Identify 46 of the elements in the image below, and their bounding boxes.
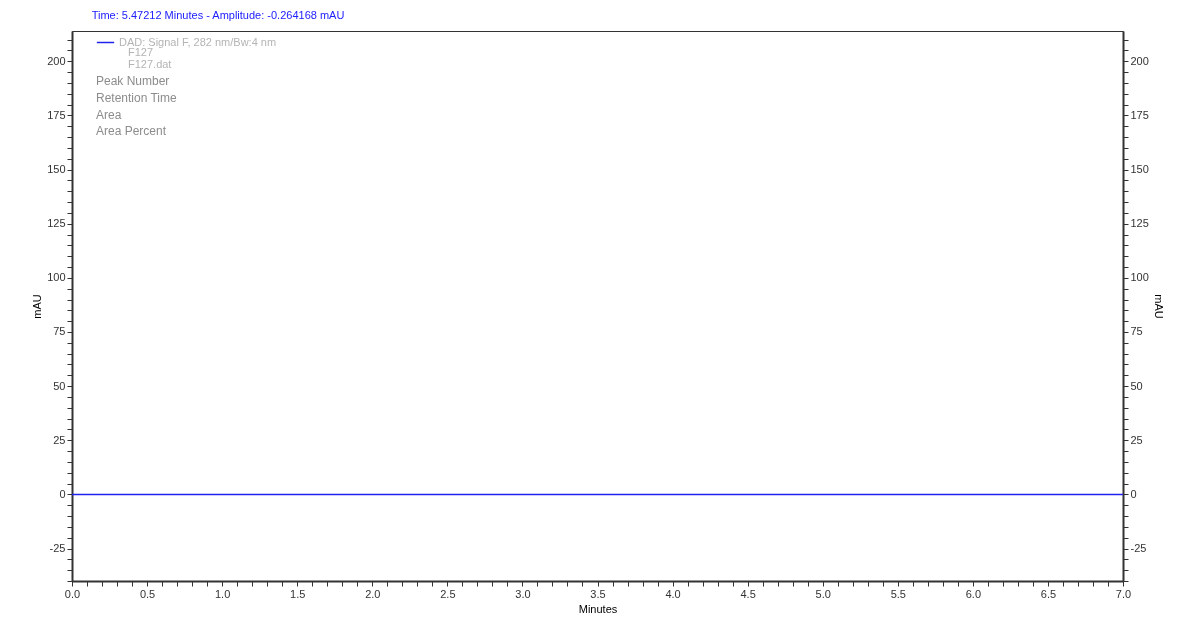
x-tick-label: 6.5	[1040, 587, 1057, 600]
y-axis-title: mAU	[31, 294, 44, 319]
annotation: Area	[96, 107, 122, 122]
x-tick-label: 2.0	[365, 587, 381, 600]
x-tick-label: 6.0	[965, 587, 982, 600]
y2-tick-label: 100	[1130, 271, 1149, 284]
y-tick-label: 200	[47, 54, 66, 67]
y2-tick-label: 0	[1130, 487, 1137, 500]
x-tick-label: 7.0	[1115, 587, 1132, 600]
x-tick-label: 5.0	[815, 587, 831, 600]
y2-tick-label: 25	[1130, 433, 1143, 446]
y2-tick-label: 125	[1130, 217, 1149, 230]
legend-label: DAD: Signal F, 282 nm/Bw:4 nm	[119, 35, 277, 48]
y2-tick-label: 175	[1130, 108, 1149, 121]
annotation: F127	[128, 46, 154, 58]
chart-title: Time: 5.47212 Minutes - Amplitude: -0.264168 mAU	[91, 9, 345, 21]
annotation: F127.dat	[128, 58, 172, 70]
annotation: Area Percent	[96, 124, 167, 139]
y-tick-label: -25	[49, 542, 66, 555]
y-tick-label: 100	[47, 271, 66, 284]
y-tick-label: 125	[47, 217, 66, 230]
x-tick-label: 4.0	[665, 587, 681, 600]
x-tick-label: 0.5	[139, 587, 156, 600]
y-tick-label: 75	[53, 325, 66, 338]
x-axis-title: Minutes	[578, 602, 618, 615]
annotation: Peak Number	[96, 74, 170, 88]
x-tick-label: 2.5	[440, 587, 456, 600]
x-tick-label: 1.5	[290, 587, 306, 600]
y2-axis-title: mAU	[1152, 294, 1165, 319]
y2-tick-label: 50	[1130, 379, 1143, 392]
y2-tick-label: 150	[1130, 163, 1149, 176]
x-tick-label: 0.0	[64, 587, 81, 600]
y2-tick-label: 75	[1130, 325, 1143, 338]
y-tick-label: 150	[47, 163, 66, 176]
x-tick-label: 3.5	[590, 587, 606, 600]
y-tick-label: 25	[53, 433, 66, 446]
y-tick-label: 175	[47, 108, 66, 121]
x-tick-label: 5.5	[890, 587, 906, 600]
x-tick-label: 1.0	[214, 587, 231, 600]
annotation: Retention Time	[96, 90, 178, 105]
x-tick-label: 3.0	[515, 587, 531, 600]
y2-tick-label: 200	[1130, 54, 1149, 67]
y-tick-label: 50	[53, 379, 66, 392]
y-tick-label: 0	[59, 487, 66, 500]
y2-tick-label: -25	[1130, 542, 1147, 555]
x-tick-label: 4.5	[740, 587, 756, 600]
